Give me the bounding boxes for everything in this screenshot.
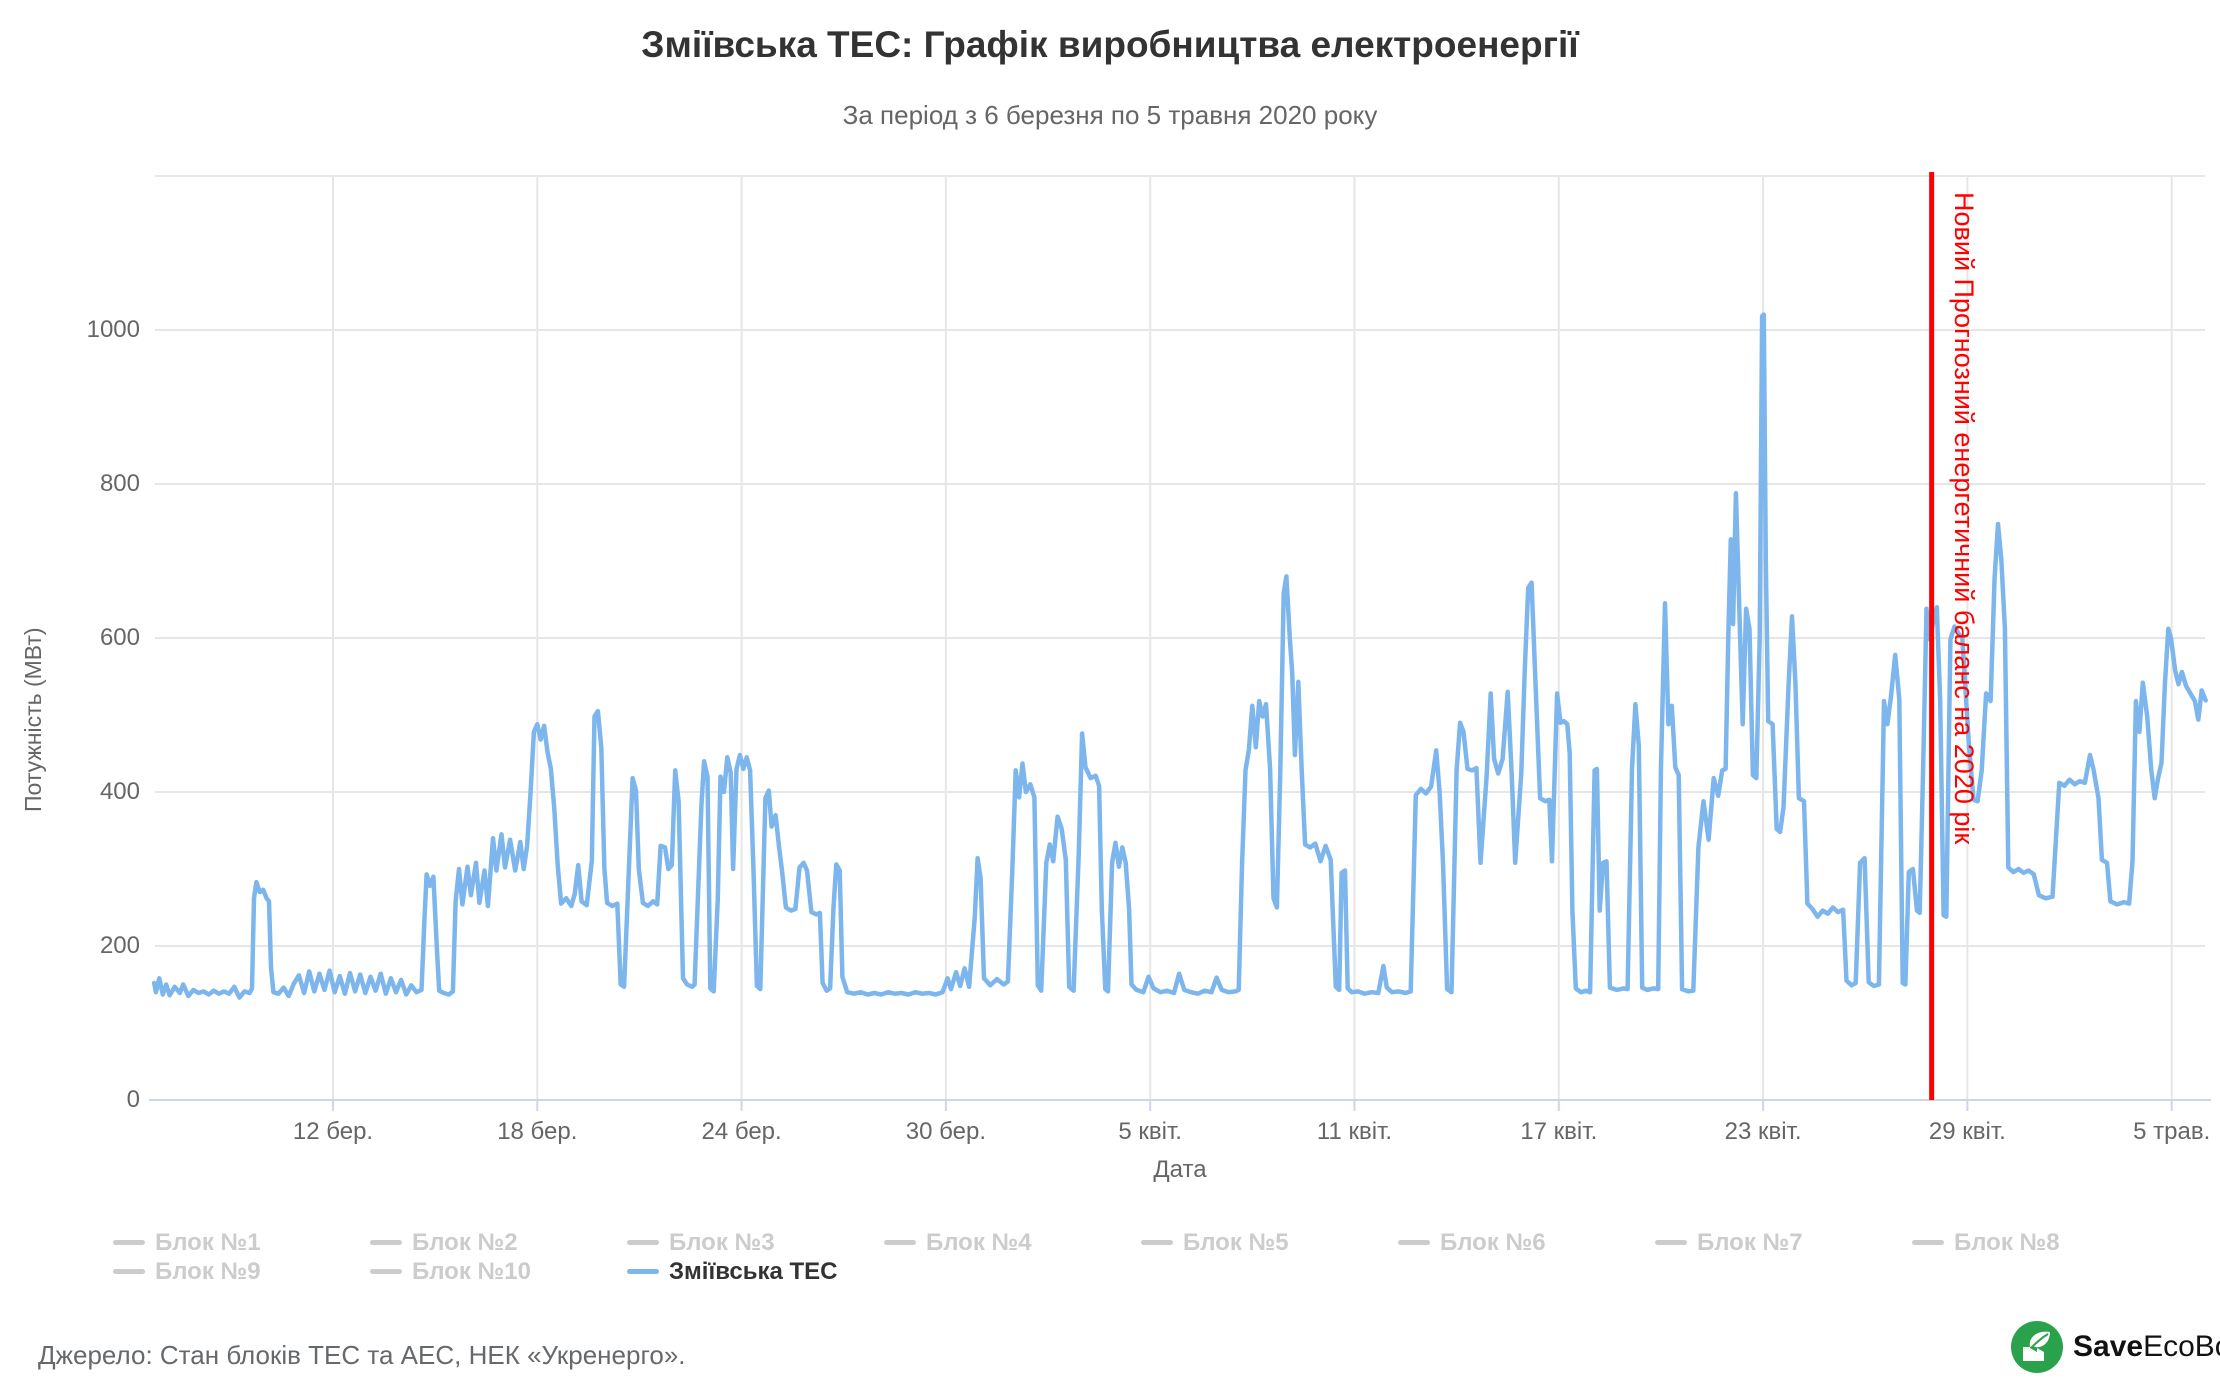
legend-item[interactable]: Блок №7	[1655, 1228, 1803, 1257]
annotation-label: Новий Прогнозний енергетичний баланс на …	[1949, 192, 1979, 845]
y-tick-label: 600	[99, 624, 140, 651]
saveecobot-icon	[2011, 1321, 2063, 1373]
legend-item-label: Блок №4	[926, 1228, 1032, 1256]
chart-title: Зміївська ТЕС: Графік виробництва електр…	[641, 24, 1579, 65]
legend-item-label: Блок №7	[1697, 1228, 1803, 1256]
x-tick-label: 12 бер.	[292, 1118, 374, 1145]
legend-item[interactable]: Блок №3	[627, 1228, 775, 1257]
y-tick-label: 0	[126, 1086, 140, 1113]
x-tick-label: 18 бер.	[497, 1118, 578, 1145]
legend-marker-icon	[113, 1240, 145, 1245]
legend: Блок №1 Блок №2 Блок №3 Блок №4 Блок №5 Блок …	[0, 1228, 2220, 1292]
x-axis-title: Дата	[1153, 1156, 1207, 1183]
legend-marker-icon	[627, 1240, 659, 1245]
legend-item[interactable]: Блок №9	[113, 1257, 261, 1286]
legend-marker-icon	[1398, 1240, 1430, 1245]
legend-marker-icon	[1912, 1240, 1944, 1245]
legend-item-label: Блок №2	[412, 1228, 518, 1256]
legend-item[interactable]: Блок №10	[370, 1257, 531, 1286]
x-tick-label: 5 трав.	[2133, 1118, 2211, 1145]
legend-marker-icon	[884, 1240, 916, 1245]
x-tick-label: 29 квіт.	[1928, 1118, 2006, 1145]
series-line[interactable]	[151, 312, 2208, 1000]
x-tick-label: 23 квіт.	[1724, 1118, 1802, 1145]
legend-item-label: Блок №8	[1954, 1228, 2060, 1256]
y-tick-label: 400	[99, 778, 140, 805]
legend-item[interactable]: Блок №5	[1141, 1228, 1289, 1257]
legend-marker-icon	[1655, 1240, 1687, 1245]
legend-marker-icon	[370, 1269, 402, 1274]
brand-ecobot: EcoBot	[2143, 1330, 2220, 1363]
legend-item-label: Блок №9	[155, 1257, 261, 1285]
legend-item[interactable]: Блок №4	[884, 1228, 1032, 1257]
legend-marker-icon	[627, 1269, 659, 1274]
chart-subtitle: За період з 6 березня по 5 травня 2020 р…	[842, 100, 1378, 130]
legend-marker-icon	[113, 1269, 145, 1274]
legend-item-label: Блок №5	[1183, 1228, 1289, 1256]
legend-item-label: Блок №1	[155, 1228, 261, 1256]
plot-area[interactable]	[0, 0, 2220, 1220]
legend-item[interactable]: Блок №6	[1398, 1228, 1546, 1257]
x-tick-label: 5 квіт.	[1118, 1118, 1182, 1145]
y-tick-label: 1000	[86, 316, 140, 343]
x-tick-label: 17 квіт.	[1520, 1118, 1598, 1145]
legend-item[interactable]: Блок №8	[1912, 1228, 2060, 1257]
legend-marker-icon	[1141, 1240, 1173, 1245]
legend-item-label: Зміївська ТЕС	[669, 1257, 838, 1285]
source-note: Джерело: Стан блоків ТЕС та АЕС, НЕК «Ук…	[38, 1340, 686, 1370]
legend-item-label: Блок №6	[1440, 1228, 1546, 1256]
x-tick-label: 30 бер.	[905, 1118, 986, 1145]
legend-item[interactable]: Блок №1	[113, 1228, 261, 1257]
x-tick-label: 24 бер.	[701, 1118, 782, 1145]
x-tick-label: 11 квіт.	[1316, 1118, 1393, 1145]
brand-save: Save	[2073, 1330, 2144, 1363]
legend-item[interactable]: Блок №2	[370, 1228, 518, 1257]
legend-item[interactable]: Зміївська ТЕС	[627, 1257, 838, 1286]
y-tick-label: 800	[99, 470, 140, 497]
legend-marker-icon	[370, 1240, 402, 1245]
y-tick-label: 200	[99, 932, 140, 959]
saveecobot-wordmark: SaveEcoBot	[2073, 1330, 2220, 1364]
y-axis-title: Потужність (МВт)	[20, 627, 46, 812]
legend-item-label: Блок №3	[669, 1228, 775, 1256]
saveecobot-logo: SaveEcoBot	[2010, 1320, 2220, 1374]
legend-item-label: Блок №10	[412, 1257, 531, 1285]
